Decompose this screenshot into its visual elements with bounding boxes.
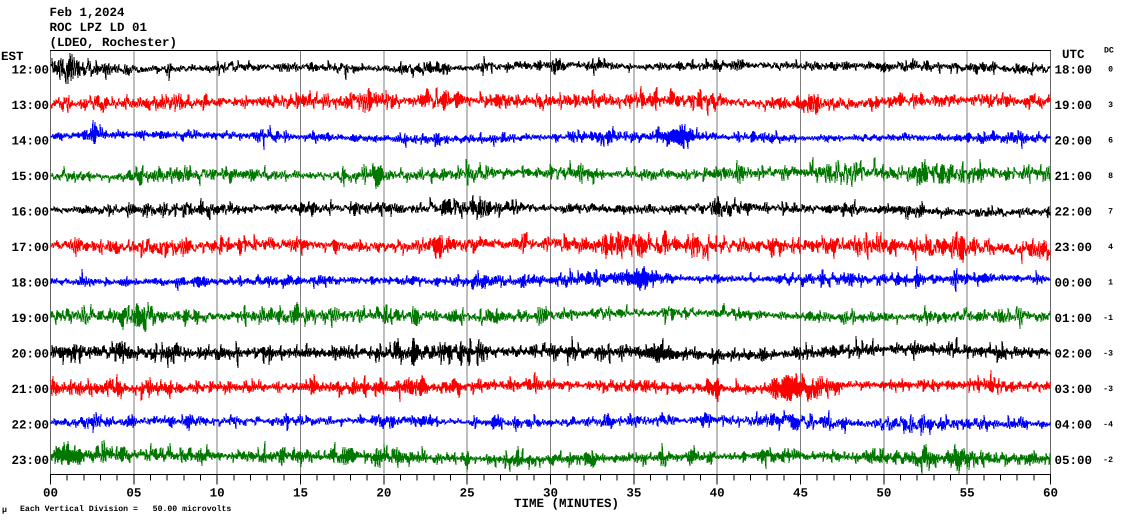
svg-text:1: 1 [1108, 279, 1113, 288]
svg-text:20:00: 20:00 [11, 348, 49, 362]
svg-text:μ: μ [2, 506, 7, 515]
svg-text:18:00: 18:00 [11, 277, 49, 291]
svg-text:20:00: 20:00 [1055, 135, 1093, 149]
svg-text:Each Vertical Division = 50.: Each Vertical Division = 50.00 microvolt… [20, 505, 231, 514]
svg-text:00: 00 [43, 487, 58, 501]
svg-text:7: 7 [1108, 208, 1113, 217]
svg-text:15:00: 15:00 [11, 170, 49, 184]
svg-text:4: 4 [1108, 243, 1113, 252]
svg-text:DC: DC [1104, 47, 1114, 56]
svg-text:0: 0 [1108, 66, 1113, 75]
svg-text:55: 55 [960, 487, 975, 501]
svg-text:UTC: UTC [1062, 48, 1085, 62]
svg-text:35: 35 [626, 487, 641, 501]
svg-text:-4: -4 [1103, 421, 1113, 430]
svg-text:19:00: 19:00 [11, 312, 49, 326]
svg-text:(LDEO, Rochester): (LDEO, Rochester) [50, 36, 178, 50]
svg-text:25: 25 [460, 487, 475, 501]
svg-text:04:00: 04:00 [1055, 419, 1093, 433]
svg-text:16:00: 16:00 [11, 206, 49, 220]
svg-text:30: 30 [543, 487, 558, 501]
svg-text:22:00: 22:00 [11, 419, 49, 433]
svg-text:02:00: 02:00 [1055, 348, 1093, 362]
svg-text:15: 15 [293, 487, 308, 501]
svg-text:10: 10 [210, 487, 225, 501]
svg-text:21:00: 21:00 [11, 383, 49, 397]
svg-text:12:00: 12:00 [11, 64, 49, 78]
svg-text:6: 6 [1108, 137, 1113, 146]
svg-text:23:00: 23:00 [11, 454, 49, 468]
svg-text:50: 50 [876, 487, 891, 501]
svg-text:-3: -3 [1103, 350, 1113, 359]
svg-text:14:00: 14:00 [11, 135, 49, 149]
svg-text:17:00: 17:00 [11, 241, 49, 255]
svg-text:-1: -1 [1103, 314, 1113, 323]
svg-text:-3: -3 [1103, 385, 1113, 394]
svg-text:ROC LPZ LD 01: ROC LPZ LD 01 [50, 21, 148, 35]
svg-text:Feb 1,2024: Feb 1,2024 [50, 6, 126, 20]
svg-text:EST: EST [1, 50, 24, 64]
svg-text:03:00: 03:00 [1055, 383, 1093, 397]
svg-text:8: 8 [1108, 172, 1113, 181]
svg-text:19:00: 19:00 [1055, 99, 1093, 113]
svg-text:3: 3 [1108, 101, 1113, 110]
svg-text:22:00: 22:00 [1055, 206, 1093, 220]
svg-text:40: 40 [710, 487, 725, 501]
svg-text:13:00: 13:00 [11, 99, 49, 113]
svg-text:-2: -2 [1103, 456, 1113, 465]
svg-text:20: 20 [376, 487, 391, 501]
svg-text:23:00: 23:00 [1055, 241, 1093, 255]
svg-text:21:00: 21:00 [1055, 170, 1093, 184]
svg-text:00:00: 00:00 [1055, 277, 1093, 291]
svg-text:45: 45 [793, 487, 808, 501]
svg-text:05:00: 05:00 [1055, 454, 1093, 468]
svg-text:60: 60 [1043, 487, 1058, 501]
svg-text:05: 05 [126, 487, 141, 501]
svg-text:TIME (MINUTES): TIME (MINUTES) [514, 497, 619, 511]
svg-text:01:00: 01:00 [1055, 312, 1093, 326]
svg-text:18:00: 18:00 [1055, 64, 1093, 78]
